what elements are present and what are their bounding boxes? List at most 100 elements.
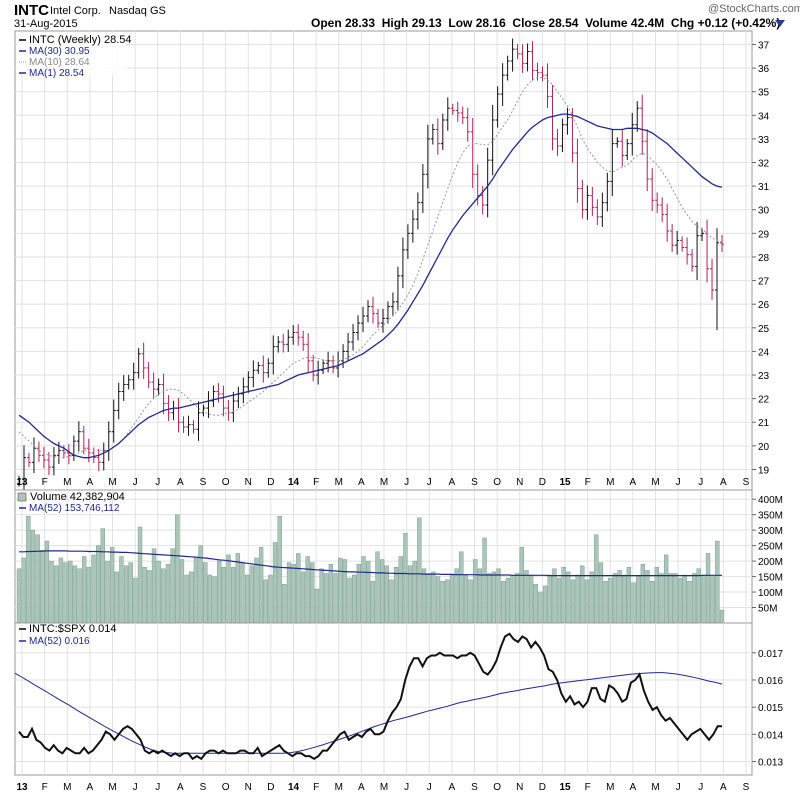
price-bar xyxy=(96,448,101,472)
volume-bar xyxy=(91,554,96,624)
volume-bar xyxy=(21,557,26,624)
price-bar xyxy=(575,138,580,203)
volume-bar xyxy=(72,565,78,624)
price-bar xyxy=(61,445,66,459)
month-label: J xyxy=(427,477,432,488)
price-bar xyxy=(36,441,41,463)
price-bar xyxy=(306,333,311,372)
volume-bar xyxy=(542,585,548,624)
price-bar xyxy=(21,445,26,492)
month-label: 15 xyxy=(559,782,571,793)
price-bar xyxy=(111,399,116,443)
price-bar xyxy=(620,130,625,167)
volume-tick-label: 150M xyxy=(758,573,783,584)
price-bar xyxy=(131,362,136,390)
price-bar xyxy=(17,475,21,487)
volume-bar xyxy=(109,547,115,624)
month-label: D xyxy=(267,477,274,488)
volume-bar xyxy=(719,609,725,624)
price-bar xyxy=(251,360,256,388)
price-bar xyxy=(241,377,246,404)
month-label: A xyxy=(630,477,637,488)
price-tick-label: 37 xyxy=(758,40,770,51)
price-title: INTC (Weekly) 28.54 xyxy=(29,34,132,46)
price-bar xyxy=(291,324,296,345)
price-bar xyxy=(500,63,505,106)
month-label: A xyxy=(720,477,727,488)
price-tick-label: 34 xyxy=(758,111,770,122)
volume-bar xyxy=(137,526,143,624)
month-label: F xyxy=(313,477,319,488)
price-bar xyxy=(635,101,640,132)
month-label: A xyxy=(358,782,365,793)
price-bar xyxy=(555,129,560,156)
volume-bar xyxy=(296,553,301,624)
volume-bar xyxy=(482,537,487,624)
volume-bar xyxy=(282,584,287,624)
volume-bar xyxy=(589,571,594,624)
ratio-tick-label: 0.014 xyxy=(758,730,783,741)
volume-bar xyxy=(696,568,701,624)
volume-bar xyxy=(636,576,641,624)
month-label: M xyxy=(335,477,343,488)
volume-tick-label: 250M xyxy=(758,542,783,553)
volume-bar xyxy=(319,568,324,624)
ratio-title: INTC:$SPX 0.014 xyxy=(29,623,116,635)
price-bar xyxy=(595,199,600,225)
volume-bar xyxy=(515,573,520,624)
month-label: A xyxy=(358,477,365,488)
price-bar xyxy=(46,451,51,476)
price-bar xyxy=(715,228,720,331)
price-bar xyxy=(450,103,455,115)
volume-bar xyxy=(459,551,464,624)
month-label: N xyxy=(245,782,252,793)
volume-tick-label: 200M xyxy=(758,557,783,568)
volume-bar xyxy=(58,557,64,624)
volume-bar xyxy=(501,581,506,624)
volume-bar xyxy=(663,554,669,624)
price-bar xyxy=(510,38,515,72)
month-label: M xyxy=(63,782,71,793)
volume-bar xyxy=(389,579,394,624)
volume-bar xyxy=(398,556,403,624)
legend-ma30: MA(30) 30.95 xyxy=(29,46,90,57)
month-label: N xyxy=(245,477,252,488)
price-axis: 19 20 21 22 23 24 25 26 27 28 29 30 31 32 33 34 35 36 37 xyxy=(752,40,770,476)
price-bar xyxy=(266,358,271,378)
price-legend: INTC (Weekly) 28.54 MA(30) 30.95 MA(10) … xyxy=(17,33,132,79)
volume-bar xyxy=(161,568,166,624)
price-bar xyxy=(341,344,346,369)
ratio-tick-label: 0.016 xyxy=(758,676,783,687)
price-tick-label: 20 xyxy=(758,442,770,453)
price-tick-label: 22 xyxy=(758,395,770,406)
month-label: F xyxy=(585,477,591,488)
month-label: M xyxy=(606,782,614,793)
price-tick-label: 26 xyxy=(758,300,770,311)
price-bar xyxy=(585,185,590,220)
price-tick-label: 36 xyxy=(758,64,770,75)
volume-bar xyxy=(212,576,217,624)
volume-bar xyxy=(49,560,54,624)
price-bar xyxy=(700,227,705,242)
month-label: M xyxy=(335,782,343,793)
price-bar xyxy=(76,421,81,452)
price-bar xyxy=(301,330,306,351)
month-label: 15 xyxy=(559,477,571,488)
legend-volume-marker xyxy=(17,492,27,502)
volume-title: Volume 42,382,904 xyxy=(30,491,125,503)
volume-bar xyxy=(673,573,678,624)
price-bar xyxy=(435,118,440,155)
volume-bar xyxy=(650,581,655,624)
price-bar xyxy=(370,296,375,324)
legend-ratio-ma: MA(52) 0.016 xyxy=(29,636,90,647)
price-bar xyxy=(91,447,96,464)
price-bar xyxy=(116,382,121,420)
price-bar xyxy=(425,124,430,189)
month-label: N xyxy=(516,782,523,793)
company-name: Intel Corp. xyxy=(50,5,101,17)
price-bar xyxy=(321,359,326,374)
volume-tick-label: 100M xyxy=(758,588,783,599)
volume-bar xyxy=(640,564,646,624)
month-label: M xyxy=(108,782,116,793)
price-bar xyxy=(136,348,141,379)
